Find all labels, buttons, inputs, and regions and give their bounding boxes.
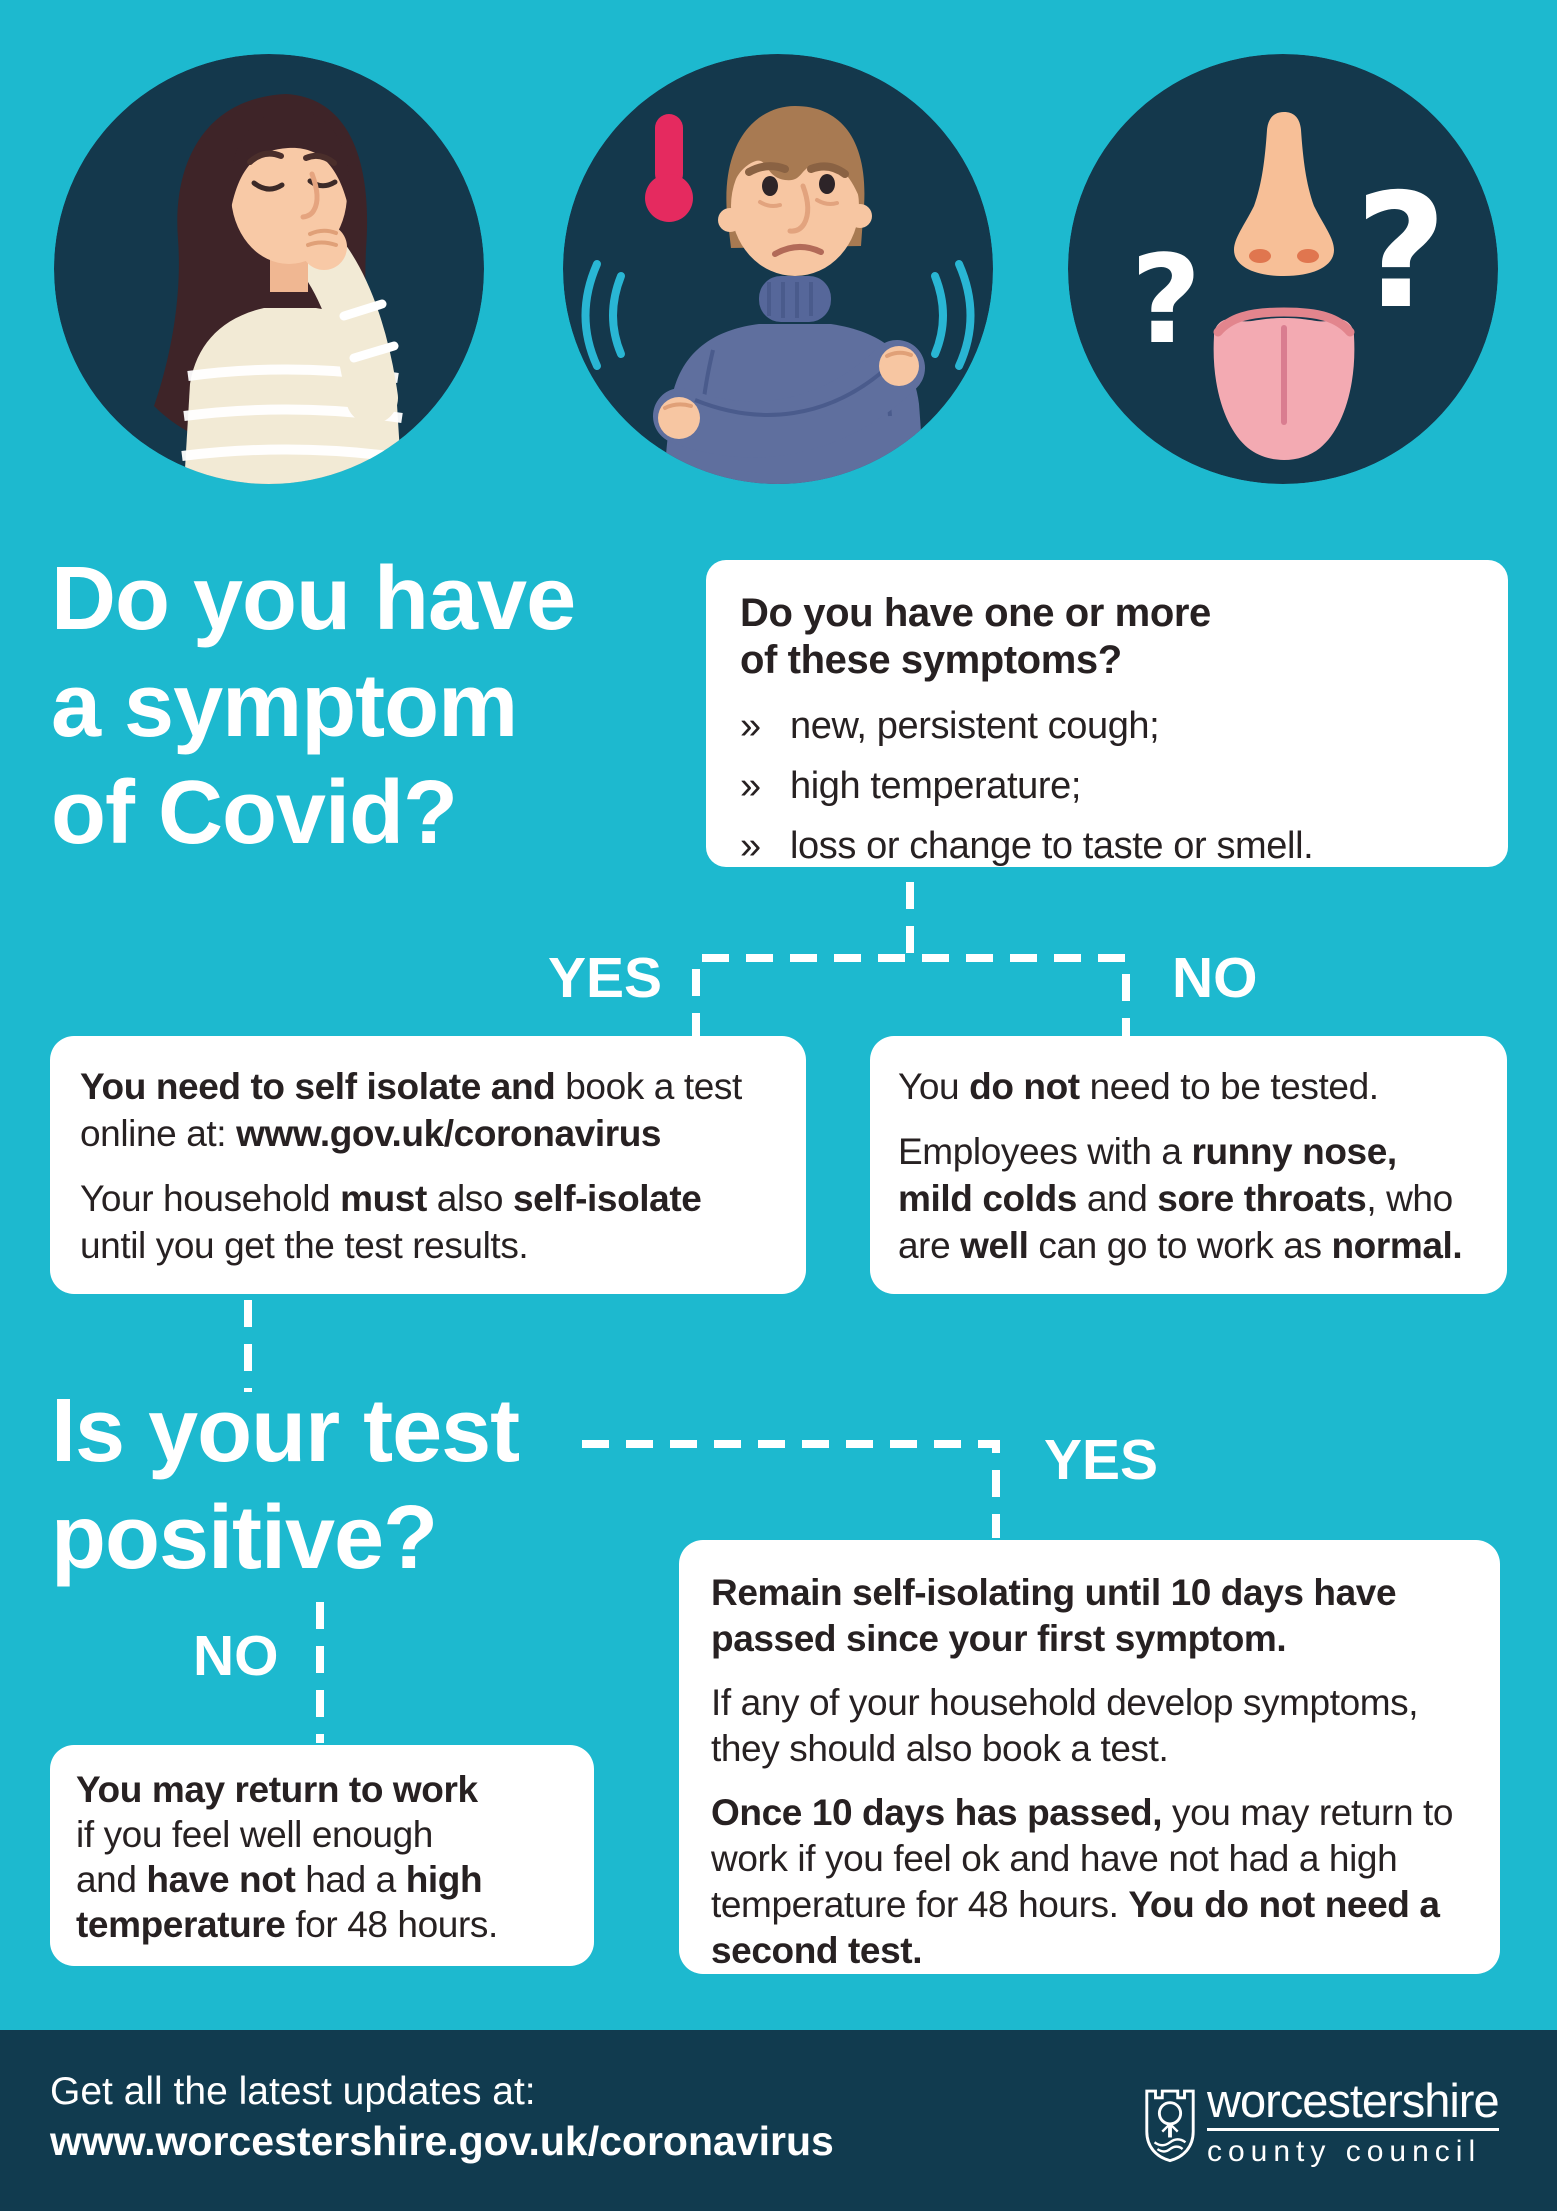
question2-heading-line: positive? [51,1488,438,1588]
symptom-circle-cough [54,54,484,484]
connector-branch1-yes-no [692,954,1130,1040]
nose-tongue-question-marks-icon: ? ? [1068,54,1498,484]
branch1-no-label: NO [1172,946,1258,1010]
instruction-paragraph: Your household must also self-isolate un… [80,1178,702,1266]
thermometer-icon [645,114,693,222]
symptom-item-label: loss or change to taste or smell. [790,825,1314,867]
instruction-paragraph: If any of your household develop symptom… [711,1682,1419,1769]
question2-heading: Is your test positive? [51,1378,520,1592]
man-shivering-thermometer-icon [563,54,993,484]
return-to-work-box: You may return to work if you feel well … [50,1745,594,1966]
symptom-item-label: high temperature; [790,765,1082,807]
instruction-line: if you feel well enough [76,1814,433,1855]
updates-label: Get all the latest updates at: [50,2070,536,2113]
question1-heading: Do you have a symptom of Covid? [51,546,576,867]
logo-name: worcestershire [1207,2077,1500,2131]
question1-heading-line: of Covid? [51,763,458,863]
question1-heading-line: a symptom [51,656,518,756]
no-test-needed-box: You do not need to be tested. Employees … [870,1036,1507,1294]
worcestershire-crest-icon [1145,2089,1195,2163]
instruction-paragraph: You need to self isolate and book a test… [80,1066,742,1154]
question1-heading-line: Do you have [51,549,576,649]
instruction-paragraph: Once 10 days has passed, you may return … [711,1792,1454,1971]
svg-text:?: ? [1355,160,1447,344]
guillemet-bullet-icon: » [740,705,761,747]
symptom-circle-temperature [563,54,993,484]
symptom-list-item: » high temperature; [740,766,1474,806]
instruction-line: and have not had a high [76,1859,483,1900]
connector-branch2-yes [582,1440,1000,1538]
branch2-no-label: NO [193,1624,279,1688]
footer-bar: Get all the latest updates at: www.worce… [0,2030,1557,2211]
symptom-circle-taste-smell: ? ? [1068,54,1498,484]
instruction-paragraph: Remain self-isolating until 10 days have… [711,1572,1397,1659]
svg-text:?: ? [1131,229,1202,371]
guillemet-bullet-icon: » [740,825,761,867]
remain-self-isolating-box: Remain self-isolating until 10 days have… [679,1540,1500,1974]
worcestershire-county-council-logo: worcestershire county council [1141,2077,1500,2171]
symptom-list-item: » loss or change to taste or smell. [740,826,1474,866]
woman-coughing-icon [54,54,484,484]
self-isolate-instruction-box: You need to self isolate and book a test… [50,1036,806,1294]
symptom-item-label: new, persistent cough; [790,705,1160,747]
question2-heading-line: Is your test [51,1381,520,1481]
instruction-paragraph: Employees with a runny nose, mild colds … [898,1131,1463,1266]
updates-url: www.worcestershire.gov.uk/coronavirus [50,2118,834,2164]
instruction-line: temperature for 48 hours. [76,1904,498,1945]
symptoms-checklist-box: Do you have one or more of these symptom… [706,560,1508,867]
symptom-list-item: » new, persistent cough; [740,706,1474,746]
branch2-yes-label: YES [1044,1428,1159,1492]
symptoms-box-title: Do you have one or more of these symptom… [740,591,1211,682]
instruction-line: You may return to work [76,1769,478,1810]
branch1-yes-label: YES [548,946,663,1010]
logo-text-block: worcestershire county council [1207,2077,1500,2171]
guillemet-bullet-icon: » [740,765,761,807]
logo-subtitle: county council [1207,2135,1482,2168]
instruction-paragraph: You do not need to be tested. [898,1066,1379,1107]
